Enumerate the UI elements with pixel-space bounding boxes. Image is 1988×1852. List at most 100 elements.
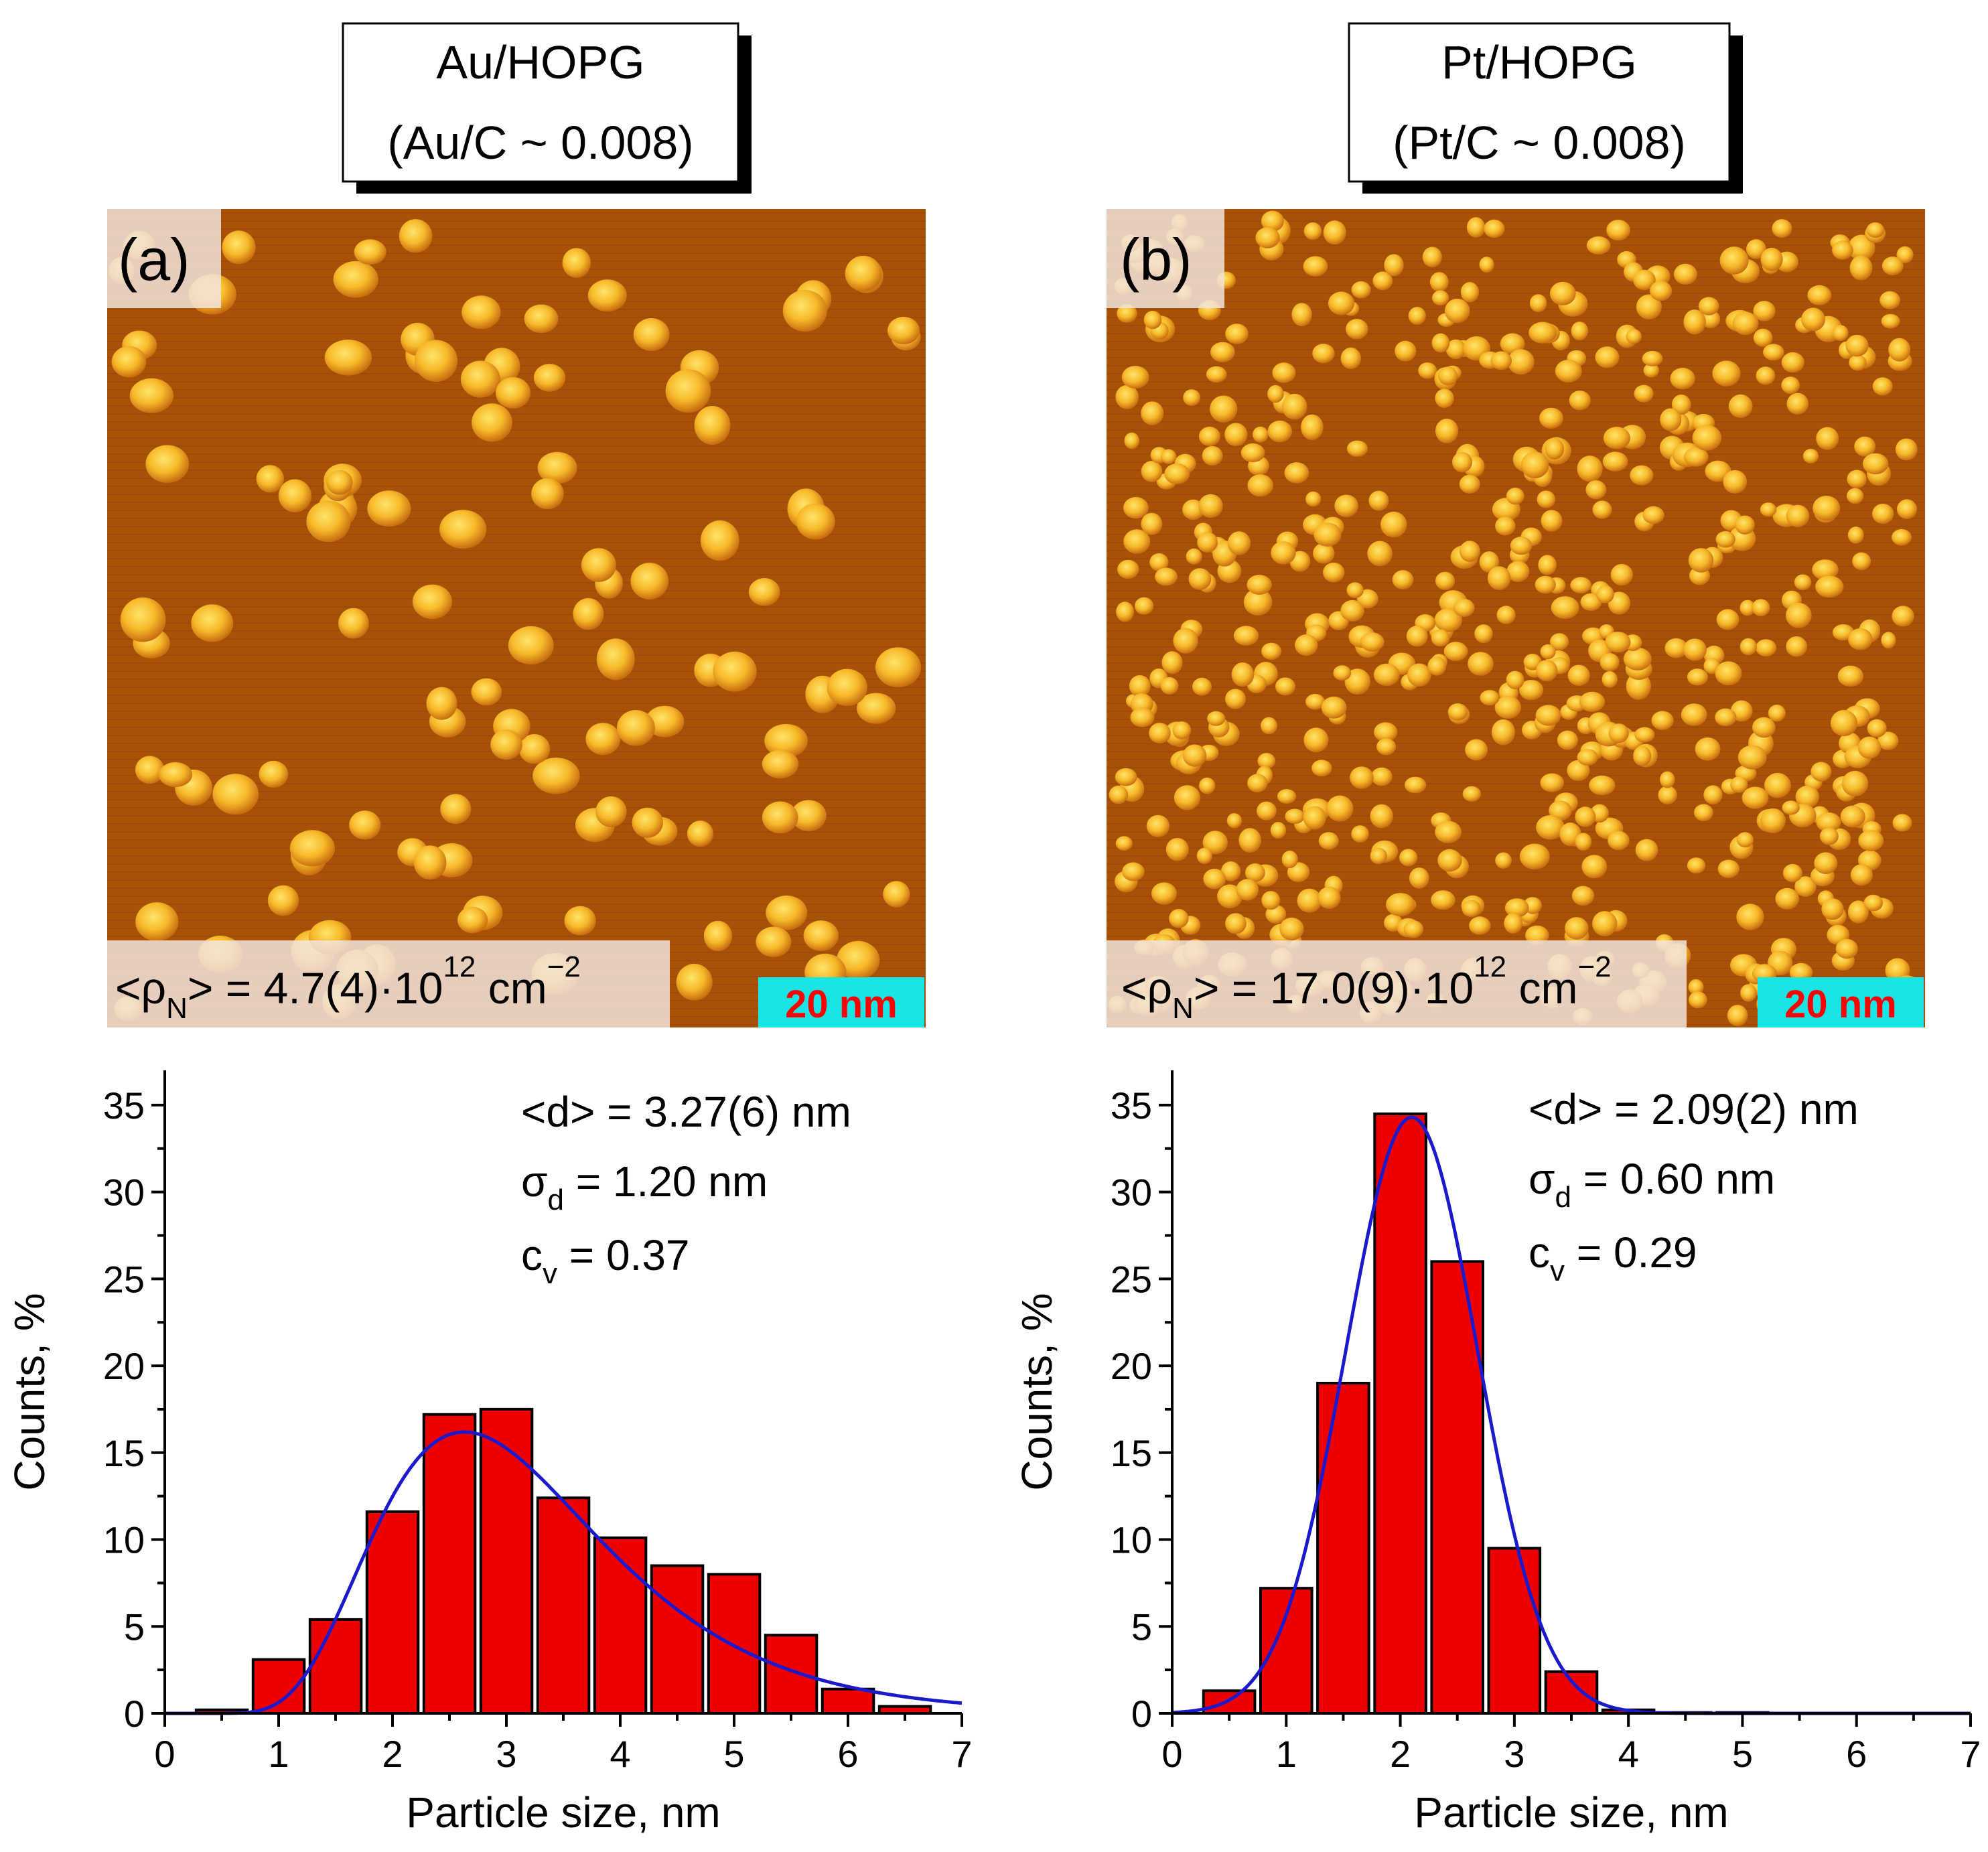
- y-tick-label: 0: [1131, 1693, 1152, 1735]
- afm-particle: [1740, 599, 1756, 616]
- afm-particle: [1570, 577, 1592, 593]
- afm-particle: [1852, 552, 1871, 571]
- afm-particle: [1225, 689, 1246, 709]
- afm-particle: [1896, 499, 1918, 519]
- afm-particle: [1240, 443, 1265, 463]
- afm-particle: [1728, 394, 1753, 419]
- afm-particle: [1253, 426, 1269, 443]
- afm-particle: [1635, 839, 1658, 861]
- afm-particle: [1115, 768, 1137, 786]
- afm-particle: [1602, 451, 1628, 472]
- afm-particle: [1595, 346, 1620, 368]
- afm-particle: [1519, 843, 1550, 870]
- afm-particle: [1403, 920, 1424, 938]
- afm-particle: [703, 920, 733, 952]
- histogram-bar: [308, 1618, 363, 1715]
- afm-particle: [1226, 813, 1242, 829]
- afm-particle: [1740, 984, 1757, 1002]
- afm-particle: [1431, 629, 1450, 647]
- afm-particle: [1494, 695, 1521, 719]
- afm-particle: [1196, 847, 1212, 865]
- afm-particle: [1540, 644, 1556, 660]
- afm-particle: [1740, 638, 1757, 656]
- afm-particle: [1261, 891, 1281, 910]
- afm-particle: [426, 687, 457, 720]
- afm-particle: [1192, 677, 1212, 696]
- afm-particle: [1173, 628, 1198, 654]
- afm-particle: [1571, 322, 1589, 341]
- afm-particle: [796, 503, 835, 540]
- afm-particle: [1892, 606, 1914, 627]
- afm-particle: [1537, 490, 1556, 508]
- afm-particle: [1238, 828, 1261, 853]
- afm-particle: [1109, 785, 1129, 804]
- afm-particle: [1753, 328, 1773, 347]
- afm-particle: [1795, 785, 1819, 808]
- afm-particle: [1141, 512, 1163, 535]
- y-tick-label: 35: [103, 1084, 145, 1127]
- afm-particle: [1328, 291, 1355, 315]
- afm-particle: [1888, 338, 1911, 362]
- stats-b-mean: <d> = 2.09(2) nm: [1529, 1085, 1859, 1133]
- afm-particle: [129, 378, 174, 413]
- afm-particle: [1565, 917, 1589, 940]
- afm-particle: [1555, 360, 1582, 382]
- afm-particle: [1164, 463, 1190, 484]
- afm-particle: [1392, 570, 1414, 589]
- afm-particle: [1510, 537, 1533, 555]
- afm-particle: [1802, 449, 1819, 464]
- title-box-a: Au/HOPG (Au/C ~ 0.008): [342, 22, 752, 194]
- afm-particle: [1261, 642, 1282, 660]
- afm-particle: [1321, 697, 1347, 719]
- afm-particle: [1474, 624, 1493, 644]
- afm-particle: [1529, 294, 1547, 313]
- afm-particle: [1395, 340, 1417, 362]
- afm-particle: [1585, 480, 1607, 500]
- afm-particle: [212, 774, 259, 815]
- afm-particle: [1183, 389, 1201, 406]
- afm-particle: [1490, 351, 1512, 370]
- panel-label-a: (a): [118, 226, 190, 293]
- afm-particle: [1577, 749, 1598, 766]
- afm-particle: [1660, 408, 1682, 431]
- afm-particle: [1197, 532, 1218, 553]
- afm-particle: [1161, 651, 1183, 674]
- afm-particle: [1275, 677, 1295, 696]
- afm-particle: [338, 608, 369, 639]
- afm-particle: [1736, 832, 1754, 848]
- afm-particle: [630, 563, 669, 600]
- afm-particle: [1580, 593, 1602, 612]
- title-a-line2: (Au/C ~ 0.008): [387, 117, 693, 169]
- afm-particle: [462, 295, 501, 330]
- afm-particle: [1434, 608, 1462, 632]
- afm-particle: [1227, 531, 1251, 555]
- afm-particle: [1736, 904, 1764, 930]
- afm-particle: [472, 403, 512, 442]
- afm-particle: [1245, 863, 1265, 882]
- histogram-bar: [1259, 1587, 1314, 1715]
- title-b-line2: (Pt/C ~ 0.008): [1393, 117, 1686, 169]
- afm-particle: [1370, 804, 1393, 829]
- afm-particle: [1684, 447, 1709, 467]
- afm-particle: [1243, 588, 1273, 616]
- density-label-b-bg: [1107, 940, 1687, 1027]
- afm-particle: [1752, 599, 1770, 617]
- afm-particle: [1688, 979, 1704, 995]
- x-tick-label: 4: [610, 1733, 630, 1775]
- afm-particle: [1340, 599, 1364, 622]
- afm-particle: [1116, 601, 1135, 622]
- y-tick-label: 20: [103, 1345, 145, 1387]
- afm-particle: [1536, 815, 1565, 840]
- stats-a-cv: cv = 0.37: [521, 1231, 690, 1290]
- afm-particle: [1506, 670, 1524, 689]
- histogram-bar: [1373, 1112, 1427, 1715]
- afm-particle: [1812, 559, 1839, 580]
- afm-particle: [1892, 528, 1912, 546]
- afm-particle: [490, 729, 522, 760]
- afm-particle: [1636, 294, 1662, 320]
- afm-particle: [1756, 639, 1777, 657]
- afm-particle: [1782, 863, 1802, 883]
- y-tick-label: 30: [1111, 1171, 1152, 1214]
- afm-particle: [1520, 451, 1549, 479]
- afm-particle: [1794, 876, 1817, 898]
